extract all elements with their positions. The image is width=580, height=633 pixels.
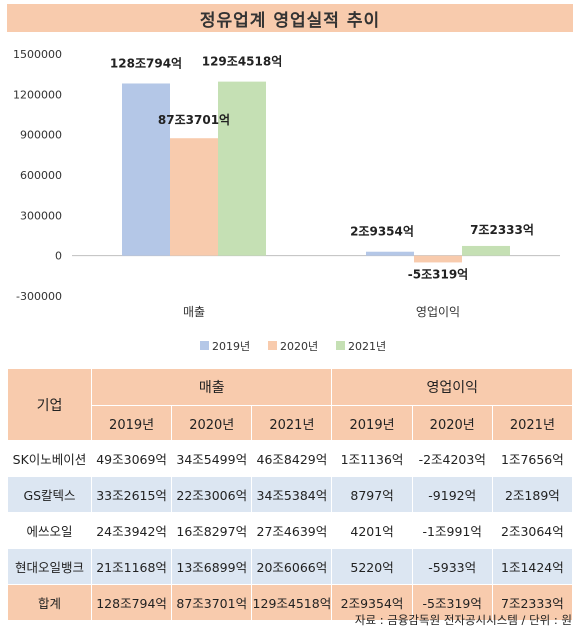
x-tick-label: 영업이익 xyxy=(416,305,460,319)
company-cell: 현대오일뱅크 xyxy=(7,548,92,585)
table-cell: 1조7656억 xyxy=(491,440,574,477)
chart-legend: 2019년 2020년 2021년 xyxy=(200,340,386,353)
x-tick-label: 매출 xyxy=(183,305,205,319)
table-cell: 129조4518억 xyxy=(251,584,333,621)
bar-2019년-매출 xyxy=(122,83,170,256)
company-cell: SK이노베이션 xyxy=(7,440,92,477)
table-cell: 22조3006억 xyxy=(171,476,253,513)
y-tick-label: -300000 xyxy=(16,290,62,303)
data-label: 87조3701억 xyxy=(158,113,230,127)
legend-swatch xyxy=(336,341,345,350)
table-cell: 46조8429억 xyxy=(251,440,333,477)
table-cell: 27조4639억 xyxy=(251,512,333,549)
page-title: 정유업계 영업실적 추이 xyxy=(199,10,381,31)
y-axis: 1500000 1200000 900000 600000 300000 0 -300000 xyxy=(13,48,560,303)
company-cell: 합계 xyxy=(7,584,92,621)
data-label: 7조2333억 xyxy=(470,223,534,237)
legend-swatch xyxy=(200,341,209,350)
table-cell: 20조6066억 xyxy=(251,548,333,585)
table-cell: 7조2333억 xyxy=(491,584,574,621)
year-header: 2019년 xyxy=(331,405,413,441)
operating-profit-header: 영업이익 xyxy=(331,368,573,406)
bar-2020년-영업이익 xyxy=(414,255,462,263)
table-row: SK이노베이션 49조3069억 34조5499억 46조8429억 1조113… xyxy=(7,440,574,477)
legend-label: 2019년 xyxy=(212,340,250,353)
table-cell: 2조3064억 xyxy=(491,512,574,549)
table-cell: 8797억 xyxy=(331,476,413,513)
bar-chart: 1500000 1200000 900000 600000 300000 0 -300000… xyxy=(13,48,560,353)
table-cell: -5조319억 xyxy=(411,584,493,621)
data-labels: 128조794억 87조3701억 129조4518억 2조9354억 -5조319억 7… xyxy=(110,55,534,282)
chart-bars xyxy=(122,81,510,263)
table-cell: 34조5384억 xyxy=(251,476,333,513)
table-cell: 2조189억 xyxy=(491,476,574,513)
table-cell: -2조4203억 xyxy=(411,440,493,477)
legend-label: 2021년 xyxy=(348,340,386,353)
bar-2021년-영업이익 xyxy=(462,245,510,256)
table-cell: -9192억 xyxy=(411,476,493,513)
bar-2019년-영업이익 xyxy=(366,251,414,256)
table-cell: 21조1168억 xyxy=(90,548,173,585)
table-cell: -5933억 xyxy=(411,548,493,585)
results-table: 기업 매출 영업이익 2019년 2020년 2021년 2019년 2020년… xyxy=(7,368,574,621)
table-cell: 49조3069억 xyxy=(90,440,173,477)
table-cell: 1조1424억 xyxy=(491,548,574,585)
year-header: 2019년 xyxy=(90,405,173,441)
company-cell: GS칼텍스 xyxy=(7,476,92,513)
bar-2020년-매출 xyxy=(170,138,218,256)
data-label: 128조794억 xyxy=(110,56,182,70)
legend-swatch xyxy=(268,341,277,350)
data-label: 2조9354억 xyxy=(350,225,414,239)
company-header: 기업 xyxy=(7,368,92,441)
table-cell: 34조5499억 xyxy=(171,440,253,477)
y-tick-label: 1500000 xyxy=(13,48,62,61)
table-cell: 5220억 xyxy=(331,548,413,585)
table-cell: 128조794억 xyxy=(90,584,173,621)
table-cell: 16조8297억 xyxy=(171,512,253,549)
x-axis: 매출 영업이익 xyxy=(183,305,460,319)
legend-label: 2020년 xyxy=(280,340,318,353)
table-row: 현대오일뱅크 21조1168억 13조6899억 20조6066억 5220억 … xyxy=(7,548,574,585)
y-tick-label: 600000 xyxy=(20,169,62,182)
bar-2021년-매출 xyxy=(218,81,266,256)
y-tick-label: 300000 xyxy=(20,209,62,222)
data-label: -5조319억 xyxy=(408,267,468,281)
table-cell: 33조2615억 xyxy=(90,476,173,513)
total-row: 합계 128조794억 87조3701억 129조4518억 2조9354억 -… xyxy=(7,584,574,621)
table-cell: -1조991억 xyxy=(411,512,493,549)
year-header: 2020년 xyxy=(171,405,253,441)
data-label: 129조4518억 xyxy=(202,55,283,69)
source-note: 자료 : 금융감독원 전자공시시스템 / 단위 : 원 xyxy=(354,613,572,627)
table-row: 에쓰오일 24조3942억 16조8297억 27조4639억 4201억 -1… xyxy=(7,512,574,549)
chart-title-bar: 정유업계 영업실적 추이 xyxy=(7,4,573,32)
year-header: 2021년 xyxy=(491,405,574,441)
table-cell: 13조6899억 xyxy=(171,548,253,585)
table-cell: 4201억 xyxy=(331,512,413,549)
table-row: GS칼텍스 33조2615억 22조3006억 34조5384억 8797억 -… xyxy=(7,476,574,513)
company-cell: 에쓰오일 xyxy=(7,512,92,549)
y-tick-label: 0 xyxy=(55,250,62,263)
y-tick-label: 900000 xyxy=(20,129,62,142)
table-cell: 24조3942억 xyxy=(90,512,173,549)
y-tick-label: 1200000 xyxy=(13,88,62,101)
year-header: 2020년 xyxy=(411,405,493,441)
table-cell: 1조1136억 xyxy=(331,440,413,477)
table-cell: 87조3701억 xyxy=(171,584,253,621)
year-header: 2021년 xyxy=(251,405,333,441)
revenue-header: 매출 xyxy=(90,368,333,406)
